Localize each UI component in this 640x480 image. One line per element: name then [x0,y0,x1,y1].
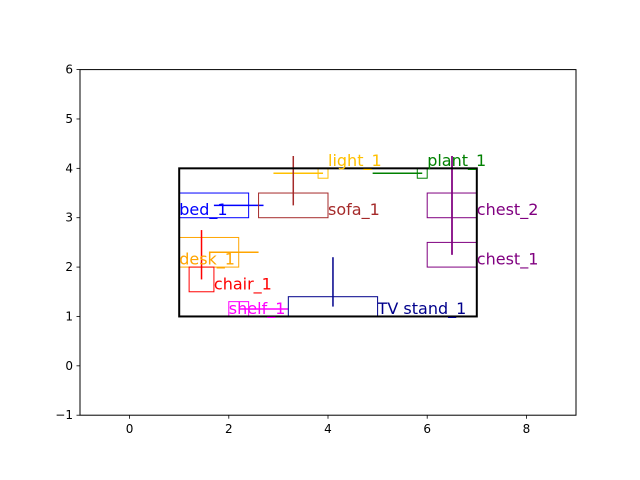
y-tick-label: 2 [65,260,73,274]
room-layer [178,167,478,318]
y-tick-label: 4 [65,161,73,175]
x-tick-label: 0 [126,422,134,436]
axes-frame [79,69,577,416]
object-label-chair-1: chair_1 [214,274,272,294]
object-label-chest-1: chest_1 [477,250,539,270]
y-tick-label: 6 [65,63,73,77]
object-label-tv-stand-1: TV stand_1 [377,299,467,319]
object-label-plant-1: plant_1 [427,151,486,171]
object-label-desk-1: desk_1 [179,250,235,270]
y-tick-label: −1 [55,408,73,422]
x-tick-label: 8 [523,422,531,436]
y-tick-label: 0 [65,359,73,373]
x-tick-label: 4 [324,422,332,436]
object-label-chest-2: chest_2 [477,200,539,220]
room-outline [178,167,478,318]
y-tick-label: 5 [65,112,73,126]
ticks-layer: 0 2 4 6 8 −1 0 1 2 3 4 5 6 [55,63,530,437]
object-label-shelf-1: shelf_1 [229,299,286,319]
x-tick-label: 2 [225,422,233,436]
y-tick-label: 1 [65,309,73,323]
object-label-sofa-1: sofa_1 [328,200,380,220]
labels-layer: bed_1 light_1 plant_1 sofa_1 chest_2 chest_1 d… [179,151,538,319]
x-tick-label: 6 [423,422,431,436]
objects-layer [178,156,478,317]
y-tick-label: 3 [65,211,73,225]
object-label-bed-1: bed_1 [179,200,227,220]
object-label-light-1: light_1 [328,151,382,171]
